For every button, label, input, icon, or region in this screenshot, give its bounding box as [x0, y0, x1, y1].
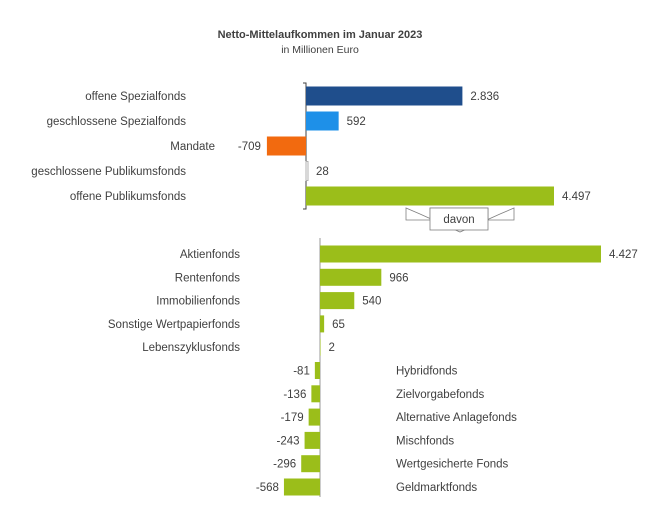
category-label: Aktienfonds — [180, 249, 240, 261]
bar-rentenfonds — [320, 268, 382, 286]
davon-connector: davon — [405, 207, 515, 233]
value-label: 4.427 — [609, 249, 638, 261]
category-label: offene Spezialfonds — [85, 91, 186, 103]
value-label: 592 — [347, 116, 366, 128]
value-label: -136 — [283, 389, 306, 401]
value-label: -709 — [238, 141, 261, 153]
bar-mandate — [266, 136, 306, 156]
value-label: -568 — [256, 482, 279, 494]
value-label: 540 — [362, 296, 381, 308]
bar-zielvorgabefonds — [311, 385, 320, 403]
value-label: -179 — [281, 412, 304, 424]
category-label: Immobilienfonds — [156, 296, 240, 308]
top-chart: offene Spezialfonds 2.836 geschlossene Spe… — [31, 82, 591, 210]
bar-geschlossene-spezialfonds — [306, 111, 339, 131]
value-label: -243 — [277, 435, 300, 447]
bar-offene-spezialfonds — [306, 86, 463, 106]
category-label: Rentenfonds — [175, 272, 240, 284]
category-label: Sonstige Wertpapierfonds — [108, 319, 240, 331]
value-label: 65 — [332, 319, 345, 331]
value-label: 4.497 — [562, 191, 591, 203]
bottom-chart: Aktienfonds 4.427 Rentenfonds 966 Immobilien… — [108, 238, 638, 497]
value-label: 28 — [316, 166, 329, 178]
davon-label: davon — [443, 214, 474, 226]
chart-title: Netto-Mittelaufkommen im Januar 2023 — [218, 29, 423, 41]
chart-subtitle: in Millionen Euro — [281, 44, 359, 56]
value-label: 2.836 — [470, 91, 499, 103]
bar-aktienfonds — [320, 245, 601, 263]
bar-geschlossene-publikumsfonds — [305, 161, 309, 181]
bar-offene-publikumsfonds — [306, 186, 554, 206]
category-label: Wertgesicherte Fonds — [396, 459, 509, 471]
value-label: 2 — [329, 342, 335, 354]
category-label: Hybridfonds — [396, 366, 458, 378]
value-label: 966 — [389, 272, 408, 284]
bar-alternative-anlagefonds — [308, 408, 320, 426]
category-label: Mandate — [170, 141, 215, 153]
bar-hybridfonds — [314, 362, 320, 379]
category-label: Zielvorgabefonds — [396, 389, 484, 401]
value-label: -296 — [273, 459, 296, 471]
category-label: Lebenszyklusfonds — [142, 342, 240, 354]
bar-geldmarktfonds — [283, 478, 320, 496]
bar-wertgesicherte-fonds — [301, 455, 320, 473]
category-label: Alternative Anlagefonds — [396, 412, 517, 424]
category-label: offene Publikumsfonds — [70, 191, 186, 203]
category-label: geschlossene Publikumsfonds — [31, 166, 186, 178]
bar-mischfonds — [304, 431, 320, 449]
value-label: -81 — [293, 366, 310, 378]
bar-immobilienfonds — [320, 292, 355, 310]
category-label: Geldmarktfonds — [396, 482, 477, 494]
bar-lebenszyklusfonds — [320, 338, 321, 356]
davon-label-box — [429, 207, 489, 231]
category-label: Mischfonds — [396, 435, 454, 447]
bar-sonstige-wertpapierfonds — [320, 315, 325, 333]
category-label: geschlossene Spezialfonds — [47, 116, 187, 128]
